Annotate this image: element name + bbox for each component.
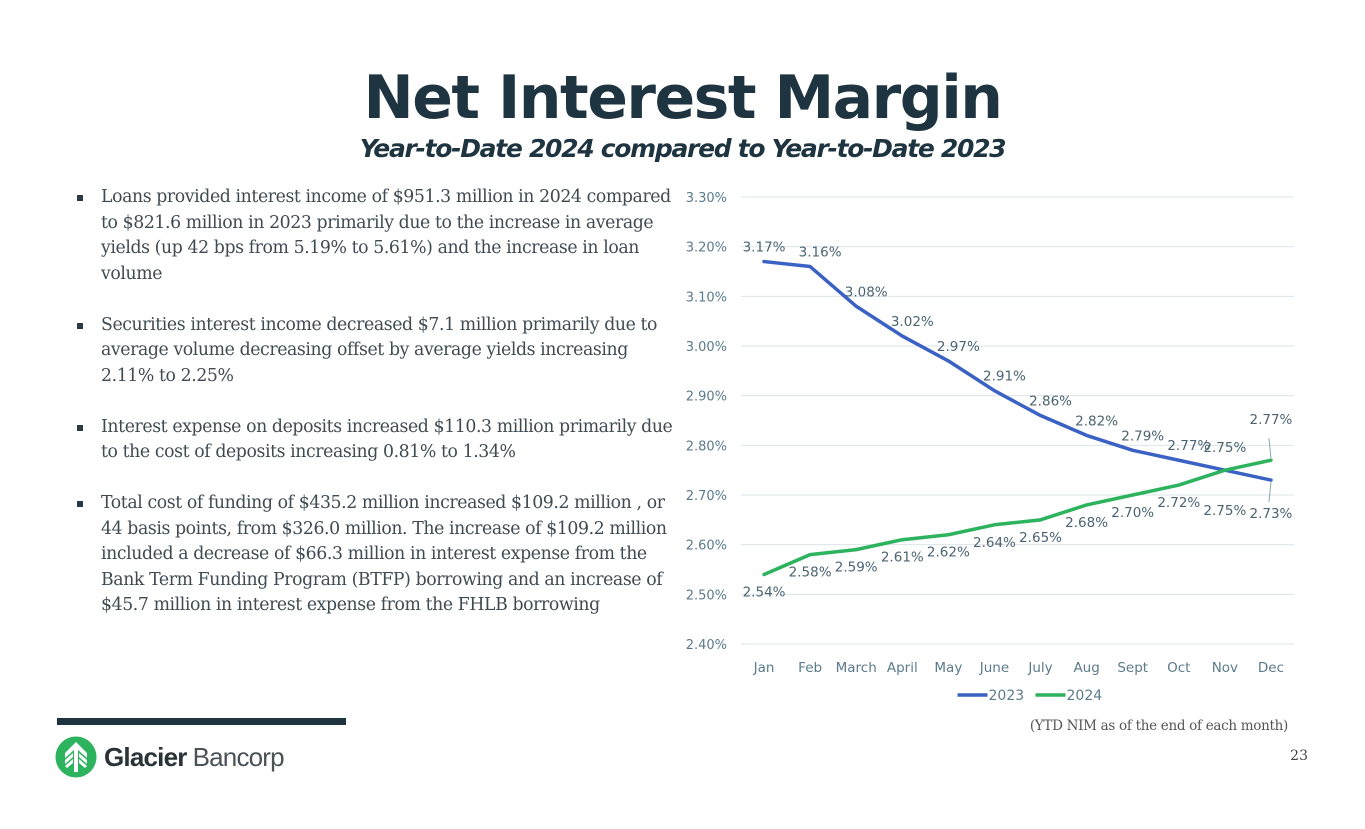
- bullet-text: Interest expense on deposits increased $…: [101, 416, 673, 463]
- data-labels: 3.17% 3.16% 3.08%3.02%2.97%2.91%2.86%2.82%…: [743, 240, 1293, 601]
- series-lines: [762, 259, 1273, 577]
- data-label-2024: 2.59%: [835, 560, 878, 576]
- y-tick-label: 3.30%: [686, 191, 727, 206]
- bullet-text: Securities interest income decreased $7.…: [101, 314, 658, 386]
- x-tick-label: Oct: [1167, 660, 1190, 676]
- x-axis-ticks: Jan Feb March April May June July Aug Sept Oct Nov…: [753, 660, 1284, 676]
- bullet-marker-icon: [77, 501, 83, 507]
- y-tick-label: 2.80%: [686, 439, 727, 454]
- x-tick-label: Dec: [1258, 660, 1284, 676]
- bullet-item: Securities interest income decreased $7.…: [76, 313, 676, 390]
- bullet-item: Interest expense on deposits increased $…: [76, 415, 676, 466]
- page-title: Net Interest Margin: [363, 63, 1003, 133]
- data-label-2024: 2.77%: [1250, 412, 1293, 428]
- data-label-2023: 2.86%: [1029, 394, 1072, 410]
- data-label-2024: 2.65%: [1019, 530, 1062, 546]
- data-label-2024: 2.62%: [927, 545, 970, 561]
- data-label-2023: 3.02%: [891, 314, 934, 330]
- series-line-2024: [762, 458, 1273, 577]
- nim-line-chart: 2.40% 2.50% 2.60% 2.70% 2.80% 2.90% 3.00% 3.10%…: [686, 191, 1294, 704]
- data-label-2023: 2.77%: [1167, 438, 1210, 454]
- logo-wordmark-light: Bancorp: [192, 741, 285, 772]
- legend-label-2023: 2023: [989, 688, 1025, 704]
- company-logo: Glacier Bancorp: [55, 736, 285, 778]
- bullet-marker-icon: [77, 322, 83, 329]
- data-label-2024: 2.58%: [789, 565, 832, 581]
- glacier-logo-icon: [55, 736, 97, 778]
- logo-wordmark: Glacier Bancorp: [104, 741, 285, 773]
- data-label-2024: 2.64%: [973, 535, 1016, 551]
- bullet-text: Total cost of funding of $435.2 million …: [101, 493, 667, 615]
- data-label-2023: 3.17%: [743, 240, 786, 256]
- data-label-2024: 2.68%: [1065, 515, 1108, 531]
- data-label-2023: 3.08%: [845, 284, 888, 300]
- y-tick-label: 3.10%: [686, 290, 727, 305]
- callout-line: [1268, 438, 1272, 459]
- x-tick-label: June: [979, 660, 1009, 676]
- data-label-2023: 2.73%: [1250, 506, 1293, 522]
- x-tick-label: Feb: [798, 660, 822, 676]
- legend-label-2024: 2024: [1067, 688, 1103, 704]
- y-tick-label: 2.50%: [686, 588, 727, 603]
- bullet-text: Loans provided interest income of $951.3…: [101, 187, 671, 284]
- bullet-item: Loans provided interest income of $951.3…: [76, 185, 676, 287]
- data-label-2023: 2.79%: [1121, 428, 1164, 444]
- series-line-2023: [762, 259, 1273, 482]
- data-label-2024: 2.75%: [1203, 503, 1246, 519]
- x-tick-label: July: [1027, 660, 1052, 676]
- data-label-2023: 2.75%: [1203, 440, 1246, 456]
- gridlines: [741, 196, 1294, 645]
- y-tick-label: 2.40%: [686, 638, 727, 653]
- page-number: 23: [1290, 748, 1308, 764]
- chart-footnote: (YTD NIM as of the end of each month): [1029, 718, 1288, 734]
- x-tick-label: Jan: [753, 660, 775, 676]
- logo-wordmark-strong: Glacier: [104, 741, 187, 772]
- data-label-2024: 2.54%: [743, 584, 786, 600]
- data-label-2023: 2.82%: [1075, 413, 1118, 429]
- data-label-2023: 3.16%: [799, 245, 842, 261]
- y-tick-label: 3.20%: [686, 241, 727, 256]
- bullet-list: Loans provided interest income of $951.3…: [76, 185, 676, 644]
- x-tick-label: Nov: [1212, 660, 1238, 676]
- x-tick-label: May: [934, 660, 962, 676]
- data-label-2024: 2.70%: [1111, 505, 1154, 521]
- bullet-marker-icon: [77, 424, 83, 431]
- y-tick-label: 2.90%: [686, 390, 727, 405]
- y-tick-label: 2.70%: [686, 489, 727, 504]
- page-subtitle: Year-to-Date 2024 compared to Year-to-Da…: [359, 134, 1007, 163]
- data-label-2023: 2.91%: [983, 369, 1026, 385]
- data-label-2024: 2.72%: [1157, 495, 1200, 511]
- bullet-item: Total cost of funding of $435.2 million …: [76, 491, 676, 619]
- y-tick-label: 3.00%: [686, 340, 727, 355]
- footer-divider: [57, 718, 346, 725]
- x-tick-label: Aug: [1073, 660, 1099, 676]
- x-tick-label: April: [887, 660, 918, 676]
- data-label-2023: 2.97%: [937, 339, 980, 355]
- data-label-2024: 2.61%: [881, 550, 924, 566]
- bullet-marker-icon: [77, 195, 83, 201]
- y-tick-label: 2.60%: [686, 539, 727, 554]
- y-axis-ticks: 2.40% 2.50% 2.60% 2.70% 2.80% 2.90% 3.00% 3.10%…: [686, 191, 727, 653]
- chart-legend: 2023 2024: [957, 688, 1103, 704]
- x-tick-label: March: [836, 660, 877, 676]
- x-tick-label: Sept: [1117, 660, 1148, 676]
- callout-line: [1268, 482, 1272, 503]
